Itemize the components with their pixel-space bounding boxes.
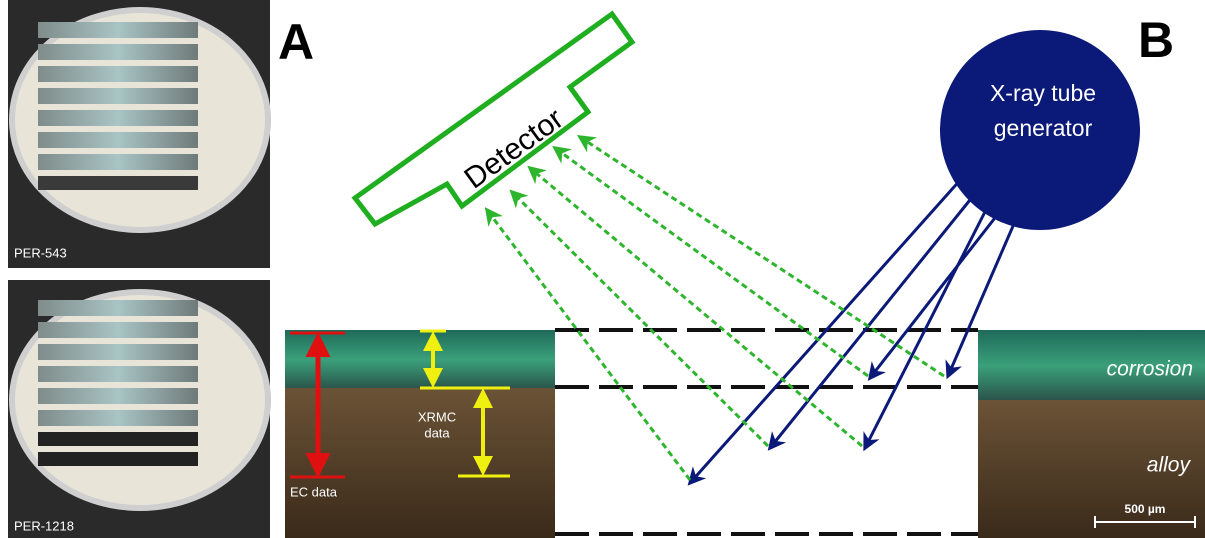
figure: PER-543 PER-1218 A B [0,0,1205,538]
cross-section-left [285,330,555,538]
detector [355,14,632,224]
layer-label: corrosion [1107,358,1193,381]
ec-label: EC data [290,484,338,499]
photo-label: PER-1218 [14,518,74,533]
generator-label: X-ray tube [990,80,1096,106]
scale-label: 500 µm [1125,502,1166,516]
layer-label: alloy [1147,454,1192,477]
generator-label: generator [994,115,1093,141]
corrosion-layer [285,330,555,390]
layer-boundaries [555,330,978,534]
photo: PER-543 [8,0,270,268]
panel-label: A [278,14,314,70]
photo: PER-1218 [8,280,270,538]
xrmc-label: XRMC [418,409,456,424]
photo-label: PER-543 [14,245,67,260]
panel-label: B [1138,12,1174,68]
xrmc-label: data [424,425,450,440]
